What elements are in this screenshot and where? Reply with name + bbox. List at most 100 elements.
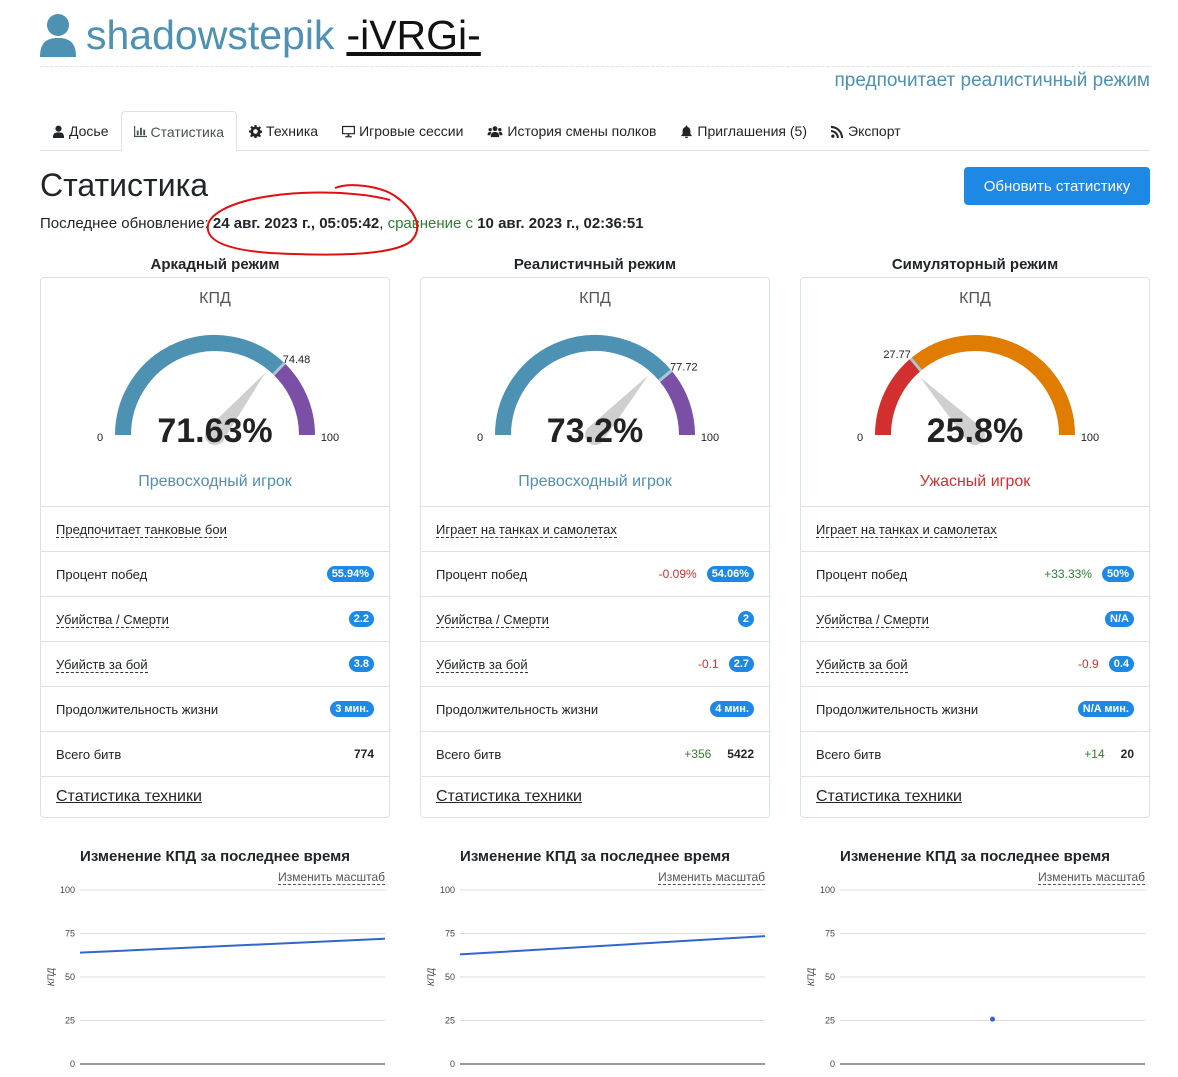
kpd-history-chart: 0 25 50 75 100 КПД Изменение КПД за последнее… (800, 842, 1150, 1077)
mode-title: Реалистичный режим (513, 256, 677, 273)
kpd-history-chart: 0 25 50 75 100 КПД Изменение КПД за последнее… (40, 842, 390, 1077)
kpd-series-line (79, 937, 386, 954)
gauge-hub (205, 425, 225, 445)
kpd-history-chart: 0 25 50 75 100 КПД Изменение КПД за последнее… (420, 842, 770, 1077)
y-tick-label: 50 (65, 972, 75, 982)
stat-label[interactable]: Убийств за бой (436, 656, 528, 673)
gauge-threshold-marker (909, 357, 923, 372)
stat-label: Процент побед (816, 566, 908, 582)
y-tick-label: 75 (445, 929, 455, 939)
player-rating: Ужасный игрок (919, 473, 1031, 490)
tab-sessions[interactable]: Игровые сессии (330, 111, 475, 151)
gauge-value: 71.63% (157, 412, 273, 450)
chart-canvas: 0 25 50 75 100 КПД (46, 885, 386, 1069)
stat-label: Продолжительность жизни (816, 701, 979, 717)
y-tick-label: 75 (65, 929, 75, 939)
mode-preference: предпочитает реалистичный режим (834, 70, 1150, 91)
vehicle-stats-link[interactable]: Статистика техники (56, 788, 202, 805)
gauge-max-label: 100 (701, 432, 719, 444)
change-scale-link[interactable]: Изменить масштаб (658, 870, 765, 885)
comparison-date: 10 авг. 2023 г., 02:36:51 (477, 215, 644, 232)
y-tick-label: 0 (830, 1059, 835, 1069)
stat-label[interactable]: Убийства / Смерти (56, 611, 169, 628)
mode-title: Симуляторный режим (891, 256, 1059, 273)
gauge-needle (207, 372, 266, 442)
stat-badge: 3.8 (348, 656, 374, 672)
gauge-arc-low (115, 335, 285, 436)
clan-link[interactable]: -iVRGi- (346, 12, 481, 58)
kpd-label: КПД (579, 290, 611, 307)
preference-label[interactable]: Играет на танках и самолетах (816, 521, 997, 538)
y-tick-label: 50 (825, 972, 835, 982)
change-scale-link[interactable]: Изменить масштаб (1038, 870, 1145, 885)
last-update-date: 24 авг. 2023 г., 05:05:42 (212, 215, 380, 232)
gauge-min-label: 0 (857, 432, 863, 444)
gauge-arc-low (875, 358, 922, 436)
change-scale-link[interactable]: Изменить масштаб (278, 870, 385, 885)
tab-regiment-history[interactable]: История смены полков (475, 111, 668, 151)
tech-link-row: Статистика техники (41, 777, 389, 817)
stat-row: Всего битв 774 (41, 732, 389, 777)
stat-delta: +356 (684, 747, 712, 761)
stat-label: Всего битв (816, 746, 882, 762)
stat-delta: +14 (1084, 747, 1105, 761)
gauge-arc-high (273, 363, 315, 436)
stat-label[interactable]: Убийства / Смерти (816, 611, 929, 628)
bell-icon (681, 124, 693, 138)
last-update-line: Последнее обновление: 24 авг. 2023 г., 0… (40, 215, 644, 232)
vehicle-stats-link[interactable]: Статистика техники (816, 788, 962, 805)
y-tick-label: 100 (60, 885, 75, 895)
kpd-data-point (990, 1016, 995, 1022)
player-rating: Превосходный игрок (138, 473, 292, 490)
stat-badge: 3 мин. (330, 701, 374, 717)
stat-label[interactable]: Убийств за бой (56, 656, 148, 673)
gauge-max-label: 100 (321, 432, 339, 444)
gauge-arc-low (495, 335, 672, 436)
y-tick-label: 25 (825, 1016, 835, 1026)
kpd-gauge: КПД 0 100 74.48 71.63% Превосходный игрок (41, 278, 389, 507)
tab-bar: Досье Статистика Техника Игровые сессии … (40, 111, 1150, 152)
refresh-stats-button[interactable]: Обновить статистику (964, 167, 1150, 205)
tab-export[interactable]: Экспорт (819, 111, 913, 151)
y-axis-label: КПД (46, 967, 56, 986)
y-tick-label: 100 (440, 885, 455, 895)
gauge-value: 25.8% (926, 412, 1024, 450)
tab-vehicles[interactable]: Техника (237, 111, 330, 151)
tab-dossier[interactable]: Досье (40, 111, 121, 151)
tab-invitations[interactable]: Приглашения (5) (668, 111, 819, 151)
gauge-value: 73.2% (546, 412, 644, 450)
stat-delta: +33.33% (1044, 567, 1092, 581)
gauge-hub (585, 425, 605, 445)
vehicle-stats-link[interactable]: Статистика техники (436, 788, 582, 805)
stat-delta: -0.1 (698, 657, 719, 671)
stat-badge: 0.4 (1108, 656, 1134, 672)
y-tick-label: 100 (820, 885, 835, 895)
gauge-min-label: 0 (97, 432, 103, 444)
gear-icon (249, 124, 263, 138)
y-tick-label: 25 (445, 1016, 455, 1026)
kpd-label: КПД (199, 290, 231, 307)
gauge-threshold-label: 27.77 (883, 349, 911, 361)
stat-badge: 2.7 (728, 656, 754, 672)
preference-label[interactable]: Предпочитает танковые бои (56, 521, 227, 538)
gauge-arc-high (910, 335, 1075, 436)
users-icon (487, 125, 503, 137)
kpd-label: КПД (959, 290, 991, 307)
stat-row: Продолжительность жизни N/A мин. (801, 687, 1149, 732)
mode-title: Аркадный режим (150, 256, 280, 273)
stat-label: Процент побед (56, 566, 148, 582)
stat-label[interactable]: Убийств за бой (816, 656, 908, 673)
chart-canvas: 0 25 50 75 100 КПД (426, 885, 766, 1069)
preference-label[interactable]: Играет на танках и самолетах (436, 521, 617, 538)
stat-row: Убийств за бой -0.1 2.7 (421, 642, 769, 687)
gauge-graphic: 0 100 27.77 (857, 335, 1099, 445)
comparison-label: сравнение (387, 215, 462, 232)
stat-row: Убийств за бой -0.9 0.4 (801, 642, 1149, 687)
stat-row: Убийства / Смерти N/A (801, 597, 1149, 642)
preference-row: Играет на танках и самолетах (801, 507, 1149, 552)
stat-delta: -0.09% (658, 567, 697, 581)
tab-statistics[interactable]: Статистика (120, 111, 238, 152)
stat-label[interactable]: Убийства / Смерти (436, 611, 549, 628)
stat-label: Всего битв (436, 746, 502, 762)
stat-row: Всего битв +14 20 (801, 732, 1149, 777)
